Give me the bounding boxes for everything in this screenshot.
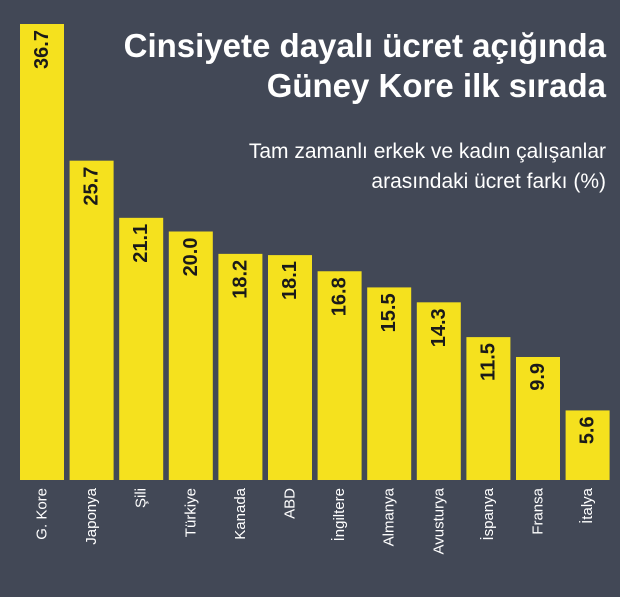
category-label-5: ABD [282, 488, 299, 519]
title-line-1: Cinsiyete dayalı ücret açığında [123, 27, 606, 64]
category-label-4: Kanada [232, 487, 249, 539]
category-label-7: Almanya [381, 487, 398, 546]
bar-1 [69, 160, 114, 480]
chart-title: Cinsiyete dayalı ücret açığında Güney Ko… [124, 26, 606, 106]
category-label-2: Şili [133, 488, 150, 508]
value-label-9: 11.5 [477, 343, 499, 381]
value-label-4: 18.2 [229, 260, 251, 299]
value-label-0: 36.7 [31, 30, 53, 69]
category-label-0: G. Kore [34, 488, 51, 540]
bar-0 [20, 24, 64, 480]
value-label-10: 9.9 [527, 363, 549, 391]
value-label-8: 14.3 [428, 308, 450, 347]
title-line-2: Güney Kore ilk sırada [266, 67, 606, 104]
value-label-11: 5.6 [577, 416, 599, 444]
bar-10 [516, 356, 560, 480]
category-label-10: Fransa [530, 487, 547, 534]
bar-3 [168, 231, 213, 480]
bar-6 [317, 271, 362, 480]
category-label-9: İspanya [479, 487, 497, 540]
value-label-3: 20.0 [180, 237, 202, 276]
category-label-1: Japonya [83, 487, 100, 544]
bar-11 [565, 410, 610, 480]
value-label-2: 21.1 [130, 224, 152, 263]
subtitle-line-2: arasındaki ücret farkı (%) [371, 170, 606, 193]
bar-5 [268, 255, 312, 480]
value-label-1: 25.7 [81, 167, 103, 206]
category-label-8: Avusturya [430, 487, 447, 554]
bar-7 [367, 287, 412, 480]
bar-8 [416, 302, 461, 480]
bar-4 [218, 253, 263, 480]
bar-2 [119, 217, 164, 481]
value-label-7: 15.5 [378, 293, 400, 332]
bar-9 [466, 337, 511, 480]
chart-subtitle: Tam zamanlı erkek ve kadın çalışanlar ar… [249, 137, 606, 197]
category-label-11: İtalya [578, 487, 596, 524]
category-label-6: İngiltere [330, 488, 348, 541]
value-label-5: 18.1 [279, 261, 301, 300]
subtitle-line-1: Tam zamanlı erkek ve kadın çalışanlar [248, 140, 606, 163]
value-label-6: 16.8 [329, 277, 351, 316]
category-label-3: Türkiye [182, 488, 199, 537]
